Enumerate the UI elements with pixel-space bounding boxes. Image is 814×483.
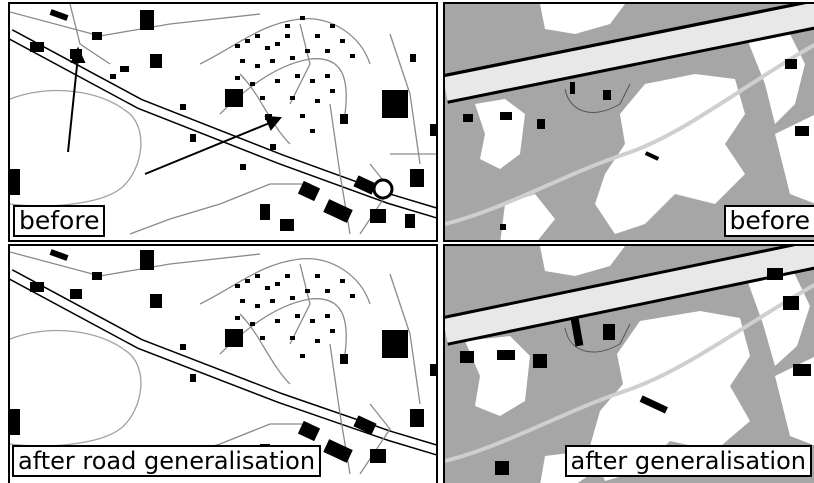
map-panel-after-road-generalisation: after road generalisation <box>8 244 438 483</box>
arrow-annotation <box>67 46 282 175</box>
map-panel-after-generalisation: after generalisation <box>443 244 814 483</box>
label-before: before <box>723 205 814 237</box>
map-zoomed-before <box>445 4 814 240</box>
label-before: before <box>13 205 106 237</box>
label-after-road-generalisation: after road generalisation <box>12 445 322 477</box>
map-panel-before-zoomed: before <box>443 2 814 242</box>
map-detailed-before <box>10 4 436 235</box>
map-detailed-after-road <box>10 249 436 475</box>
label-after-generalisation: after generalisation <box>564 445 812 477</box>
map-panel-before-detailed: before <box>8 2 438 242</box>
